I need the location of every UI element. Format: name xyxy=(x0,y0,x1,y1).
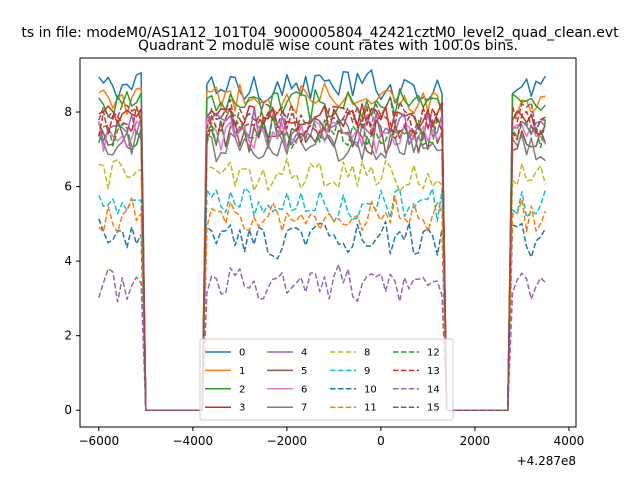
x-axis: −6000 −4000 −2000 0 2000 4000 xyxy=(79,427,585,448)
legend-label-4: 4 xyxy=(301,348,307,359)
legend-label-7: 7 xyxy=(301,403,307,414)
x-tick-label: −2000 xyxy=(267,434,308,448)
x-tick-label: −6000 xyxy=(79,434,120,448)
x-tick-label: 2000 xyxy=(460,434,491,448)
x-offset-label: +4.287e8 xyxy=(517,454,576,468)
plot-frame xyxy=(79,57,577,428)
legend-label-1: 1 xyxy=(239,366,245,377)
series-line-15 xyxy=(98,96,546,411)
y-tick-label: 0 xyxy=(64,403,72,417)
legend-label-2: 2 xyxy=(239,384,245,395)
legend-label-6: 6 xyxy=(301,384,307,395)
legend-label-12: 12 xyxy=(427,348,440,359)
series-line-11 xyxy=(98,196,547,411)
y-tick-label: 6 xyxy=(64,180,72,194)
series-line-14 xyxy=(98,263,546,411)
y-tick-label: 8 xyxy=(64,105,72,119)
y-tick-label: 4 xyxy=(64,254,72,268)
legend-label-5: 5 xyxy=(301,366,307,377)
legend-label-9: 9 xyxy=(364,366,370,377)
legend-label-15: 15 xyxy=(427,403,440,414)
x-tick-label: 4000 xyxy=(554,434,585,448)
y-axis: 0 2 4 6 8 xyxy=(64,105,80,417)
legend-label-10: 10 xyxy=(364,384,377,395)
legend-label-0: 0 xyxy=(239,348,245,359)
legend-label-14: 14 xyxy=(427,384,440,395)
legend-label-11: 11 xyxy=(364,403,377,414)
x-tick-label: 0 xyxy=(377,434,385,448)
series-layer xyxy=(98,69,547,411)
legend-label-8: 8 xyxy=(364,348,370,359)
figure-suptitle: ts in file: modeM0/AS1A12_101T04_9000005… xyxy=(21,25,619,41)
chart-title: Quadrant 2 module wise count rates with … xyxy=(138,38,518,54)
y-tick-label: 2 xyxy=(64,329,72,343)
legend-label-13: 13 xyxy=(427,366,440,377)
x-tick-label: −4000 xyxy=(173,434,214,448)
legend-frame xyxy=(199,338,454,421)
legend-label-3: 3 xyxy=(239,403,245,414)
